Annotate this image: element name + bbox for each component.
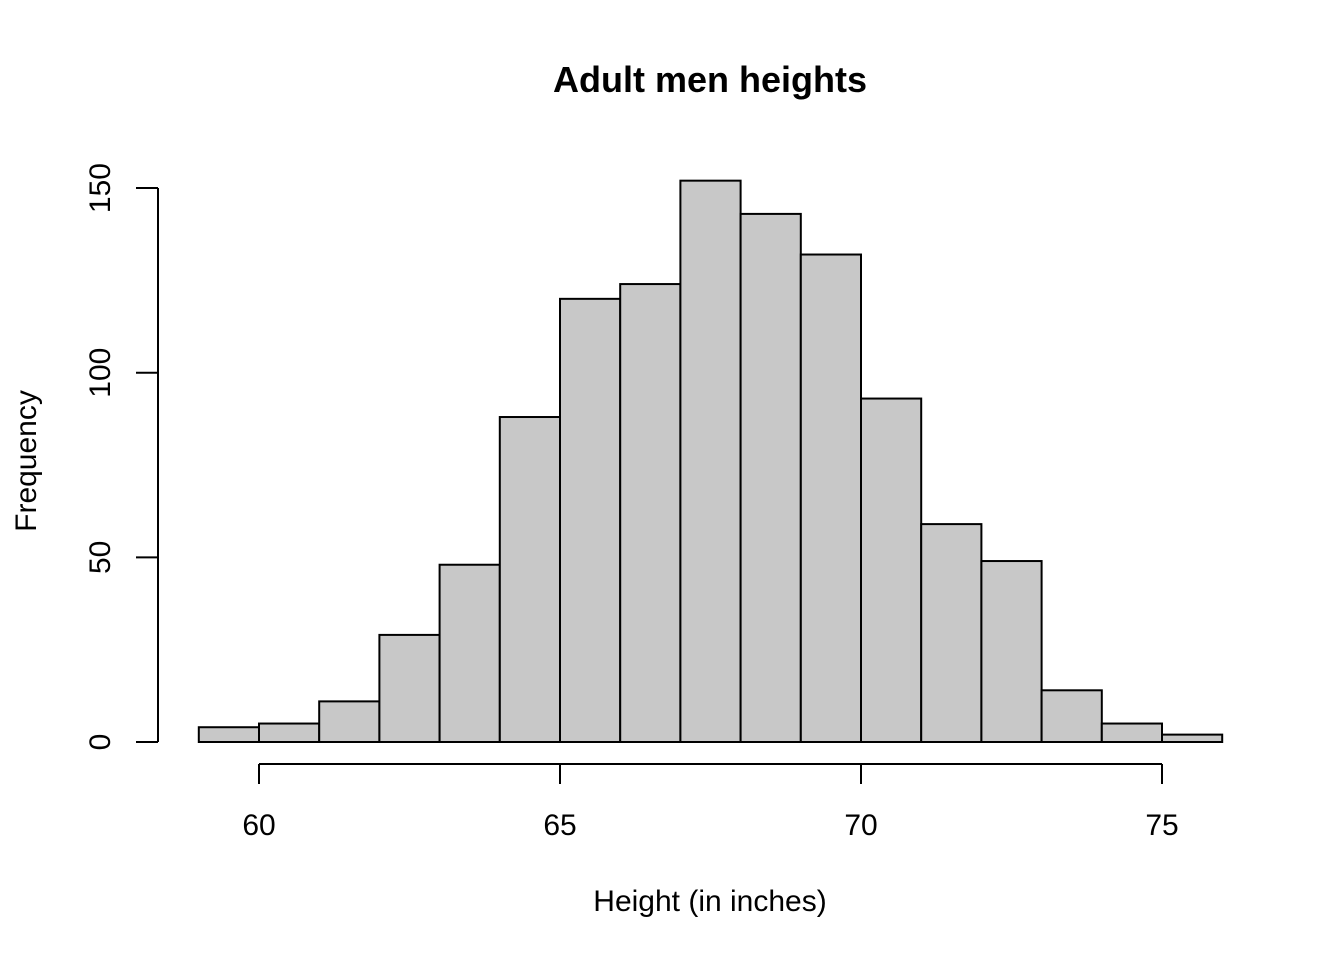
x-tick-label-60: 60 [242, 809, 275, 842]
x-tick-label-70: 70 [844, 809, 877, 842]
histogram-bar-1 [258, 722, 321, 743]
histogram-bar-3 [378, 633, 441, 744]
histogram-bar-8 [679, 179, 742, 743]
histogram-bar-4 [438, 563, 501, 744]
y-tick-label-100: 100 [84, 348, 117, 398]
x-tick-label-75: 75 [1145, 809, 1178, 842]
histogram-bar-9 [739, 212, 802, 743]
histogram-bar-12 [920, 523, 983, 743]
histogram-bar-0 [197, 726, 261, 744]
histogram-bar-10 [799, 253, 862, 744]
bars-group [197, 179, 1224, 744]
y-axis-label: Frequency [10, 390, 43, 532]
histogram-bar-11 [860, 397, 923, 743]
histogram-bar-6 [559, 297, 622, 743]
histogram-bar-16 [1161, 733, 1224, 744]
y-axis: 0 50 100 150 [84, 163, 159, 751]
histogram-bar-5 [498, 416, 561, 743]
histogram-bar-15 [1100, 722, 1164, 743]
y-tick-label-0: 0 [84, 734, 117, 751]
chart-title: Adult men heights [553, 59, 867, 100]
x-axis: 60 65 70 75 [242, 763, 1179, 842]
histogram-bar-14 [1040, 689, 1103, 743]
histogram-bar-13 [980, 560, 1043, 744]
x-axis-label: Height (in inches) [593, 885, 826, 918]
y-tick-label-50: 50 [84, 541, 117, 574]
x-tick-label-65: 65 [543, 809, 576, 842]
histogram-bar-7 [619, 283, 682, 743]
y-tick-label-150: 150 [84, 163, 117, 213]
histogram-bar-2 [318, 700, 381, 744]
